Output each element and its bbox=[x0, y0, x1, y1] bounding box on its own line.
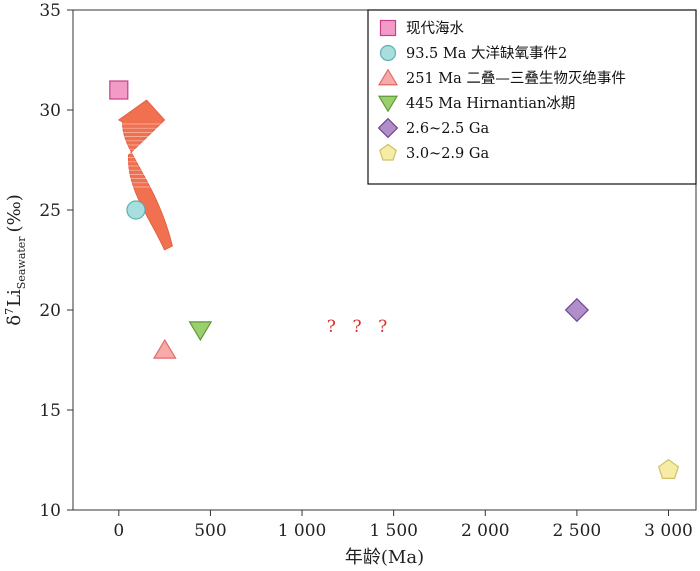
legend: 现代海水 93.5 Ma 大洋缺氧事件2 251 Ma 二叠—三叠生物灭绝事件 445… bbox=[367, 9, 697, 185]
legend-marker-circle bbox=[379, 44, 397, 62]
data-points bbox=[109, 80, 680, 479]
legend-entry-label: 251 Ma 二叠—三叠生物灭绝事件 bbox=[406, 70, 626, 87]
legend-marker-diamond bbox=[377, 117, 399, 139]
x-tick-label: 2 000 bbox=[461, 521, 510, 541]
legend-marker-square bbox=[379, 19, 397, 37]
legend-marker-triangle-down bbox=[377, 95, 399, 113]
x-tick-label: 1 500 bbox=[369, 521, 418, 541]
data-point-triangle-down bbox=[188, 321, 213, 342]
data-point-pentagon bbox=[657, 458, 680, 479]
question-mark-annotation: ? bbox=[327, 317, 336, 337]
x-tick-label: 500 bbox=[194, 521, 226, 541]
legend-marker-pentagon bbox=[379, 143, 397, 161]
y-tick-label: 35 bbox=[39, 1, 61, 21]
annotations: ??? bbox=[327, 317, 387, 337]
y-tick-label: 15 bbox=[39, 401, 61, 421]
legend-entry-label: 2.6~2.5 Ga bbox=[406, 121, 489, 137]
x-tick-label: 3 000 bbox=[644, 521, 693, 541]
question-mark-annotation: ? bbox=[378, 317, 387, 337]
question-mark-annotation: ? bbox=[352, 317, 361, 337]
y-tick-label: 20 bbox=[39, 301, 61, 321]
legend-entry-label: 现代海水 bbox=[406, 20, 464, 37]
x-axis-title: 年龄(Ma) bbox=[345, 547, 424, 568]
y-axis-title-sup: 7 bbox=[3, 308, 16, 315]
y-tick-label: 10 bbox=[39, 501, 61, 521]
y-axis-title-delta: δ bbox=[4, 315, 25, 326]
y-axis-title: δ7LiSeawater (‰) bbox=[3, 194, 28, 326]
x-tick-label: 2 500 bbox=[553, 521, 602, 541]
data-point-triangle-up bbox=[152, 338, 177, 359]
legend-box bbox=[367, 9, 697, 185]
data-point-circle bbox=[126, 200, 146, 220]
trend-arrow-body bbox=[117, 99, 173, 251]
legend-entry-label: 445 Ma Hirnantian冰期 bbox=[406, 95, 575, 112]
y-axis-title-li: Li bbox=[4, 289, 25, 307]
y-tick-label: 25 bbox=[39, 201, 61, 221]
y-axis-title-sub: Seawater bbox=[15, 236, 28, 290]
data-point-square bbox=[109, 80, 129, 100]
legend-marker-triangle-up bbox=[377, 68, 399, 86]
x-tick-label: 1 000 bbox=[278, 521, 327, 541]
data-point-diamond bbox=[564, 297, 589, 323]
y-axis-title-unit: (‰) bbox=[4, 194, 25, 232]
legend-entry-label: 93.5 Ma 大洋缺氧事件2 bbox=[406, 45, 567, 62]
legend-entry-label: 3.0~2.9 Ga bbox=[406, 146, 489, 162]
y-tick-label: 30 bbox=[39, 101, 61, 121]
x-tick-label: 0 bbox=[113, 521, 124, 541]
trend-arrow bbox=[116, 99, 173, 251]
